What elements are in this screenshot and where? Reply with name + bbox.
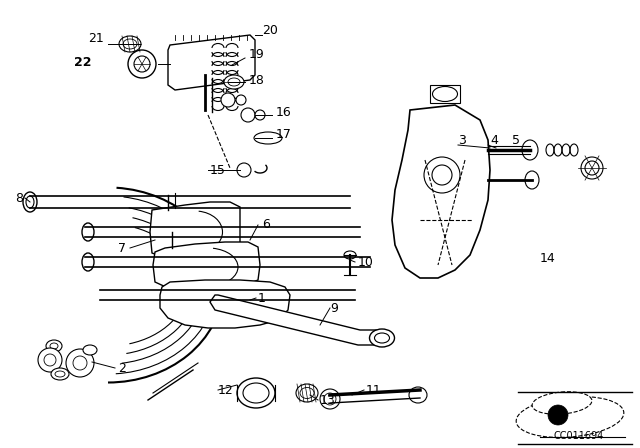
- Circle shape: [44, 354, 56, 366]
- Text: 14: 14: [540, 251, 556, 264]
- Circle shape: [432, 165, 452, 185]
- Ellipse shape: [51, 368, 69, 380]
- Ellipse shape: [26, 196, 34, 208]
- Text: 3: 3: [458, 134, 466, 146]
- Circle shape: [221, 93, 235, 107]
- Circle shape: [66, 349, 94, 377]
- Circle shape: [424, 157, 460, 193]
- Ellipse shape: [228, 78, 240, 86]
- Ellipse shape: [516, 396, 624, 438]
- Text: 12: 12: [218, 383, 234, 396]
- Ellipse shape: [324, 393, 336, 405]
- Text: 13: 13: [320, 393, 336, 406]
- Ellipse shape: [433, 86, 458, 102]
- Text: 19: 19: [249, 48, 265, 61]
- Circle shape: [241, 108, 255, 122]
- Polygon shape: [150, 202, 240, 263]
- Ellipse shape: [46, 340, 62, 352]
- Text: 8: 8: [15, 191, 23, 204]
- Text: 18: 18: [249, 73, 265, 86]
- Text: 9: 9: [330, 302, 338, 314]
- Circle shape: [548, 405, 568, 425]
- Text: 4: 4: [490, 134, 498, 146]
- Circle shape: [237, 163, 251, 177]
- Text: 1: 1: [258, 292, 266, 305]
- Ellipse shape: [243, 383, 269, 403]
- Ellipse shape: [254, 132, 282, 144]
- Text: 11: 11: [366, 383, 381, 396]
- Ellipse shape: [50, 343, 58, 349]
- Text: 6: 6: [262, 219, 270, 232]
- Ellipse shape: [83, 345, 97, 355]
- Text: 20: 20: [262, 23, 278, 36]
- Ellipse shape: [237, 378, 275, 408]
- Circle shape: [236, 95, 246, 105]
- Ellipse shape: [369, 329, 394, 347]
- Circle shape: [134, 56, 150, 72]
- Ellipse shape: [532, 392, 592, 414]
- Polygon shape: [168, 35, 255, 90]
- Polygon shape: [153, 242, 260, 290]
- Polygon shape: [160, 280, 290, 328]
- Circle shape: [73, 356, 87, 370]
- Text: 15: 15: [210, 164, 226, 177]
- Ellipse shape: [296, 384, 318, 402]
- Ellipse shape: [119, 36, 141, 52]
- Ellipse shape: [522, 140, 538, 160]
- Ellipse shape: [123, 39, 137, 49]
- Ellipse shape: [23, 192, 37, 212]
- Ellipse shape: [82, 253, 94, 271]
- Text: 21: 21: [88, 31, 104, 44]
- Text: CC011694: CC011694: [554, 431, 604, 441]
- Text: 2: 2: [118, 362, 126, 375]
- Ellipse shape: [581, 157, 603, 179]
- Circle shape: [128, 50, 156, 78]
- Ellipse shape: [525, 171, 539, 189]
- Ellipse shape: [55, 371, 65, 377]
- Ellipse shape: [409, 387, 427, 403]
- Text: 17: 17: [276, 128, 292, 141]
- Ellipse shape: [320, 389, 340, 409]
- Bar: [430, 85, 460, 103]
- Ellipse shape: [585, 161, 599, 175]
- Ellipse shape: [82, 223, 94, 241]
- Text: 7: 7: [118, 241, 126, 254]
- Polygon shape: [392, 105, 490, 278]
- Ellipse shape: [374, 333, 390, 343]
- Text: 16: 16: [276, 105, 292, 119]
- Ellipse shape: [300, 388, 314, 399]
- Circle shape: [255, 110, 265, 120]
- Ellipse shape: [344, 251, 356, 259]
- Text: 22: 22: [74, 56, 92, 69]
- Text: 5: 5: [512, 134, 520, 146]
- Circle shape: [38, 348, 62, 372]
- Polygon shape: [210, 295, 385, 345]
- Text: 10: 10: [358, 255, 374, 268]
- Ellipse shape: [224, 75, 244, 89]
